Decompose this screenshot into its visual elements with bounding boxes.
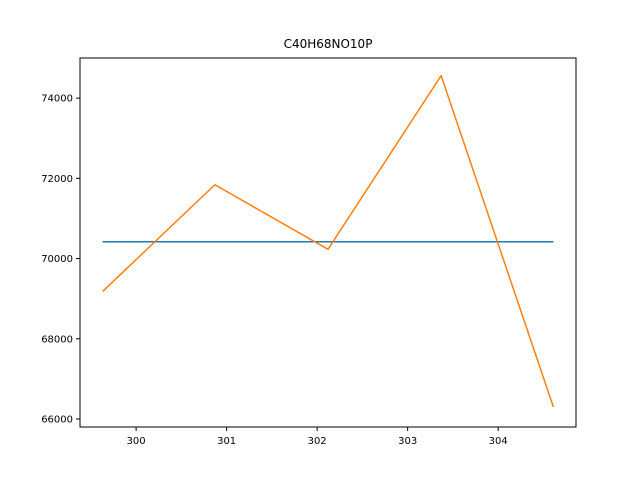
- series-layer: [102, 74, 555, 408]
- x-tick-label: 301: [217, 436, 236, 447]
- series-line-2: [102, 74, 555, 408]
- axes-layer: 300 301 302 303 304 66000 68000 70000 72000 74000: [41, 94, 508, 447]
- y-tick-label: 66000: [41, 414, 73, 425]
- chart-title: C40H68NO10P: [284, 37, 373, 51]
- x-tick-label: 303: [398, 436, 417, 447]
- x-tick-label: 302: [308, 436, 327, 447]
- x-tick-label: 304: [489, 436, 508, 447]
- y-tick-label: 72000: [41, 174, 73, 185]
- y-tick-label: 68000: [41, 334, 73, 345]
- plot-frame: [79, 57, 577, 428]
- y-tick-label: 70000: [41, 254, 73, 265]
- y-tick-label: 74000: [41, 94, 73, 105]
- x-tick-label: 300: [127, 436, 146, 447]
